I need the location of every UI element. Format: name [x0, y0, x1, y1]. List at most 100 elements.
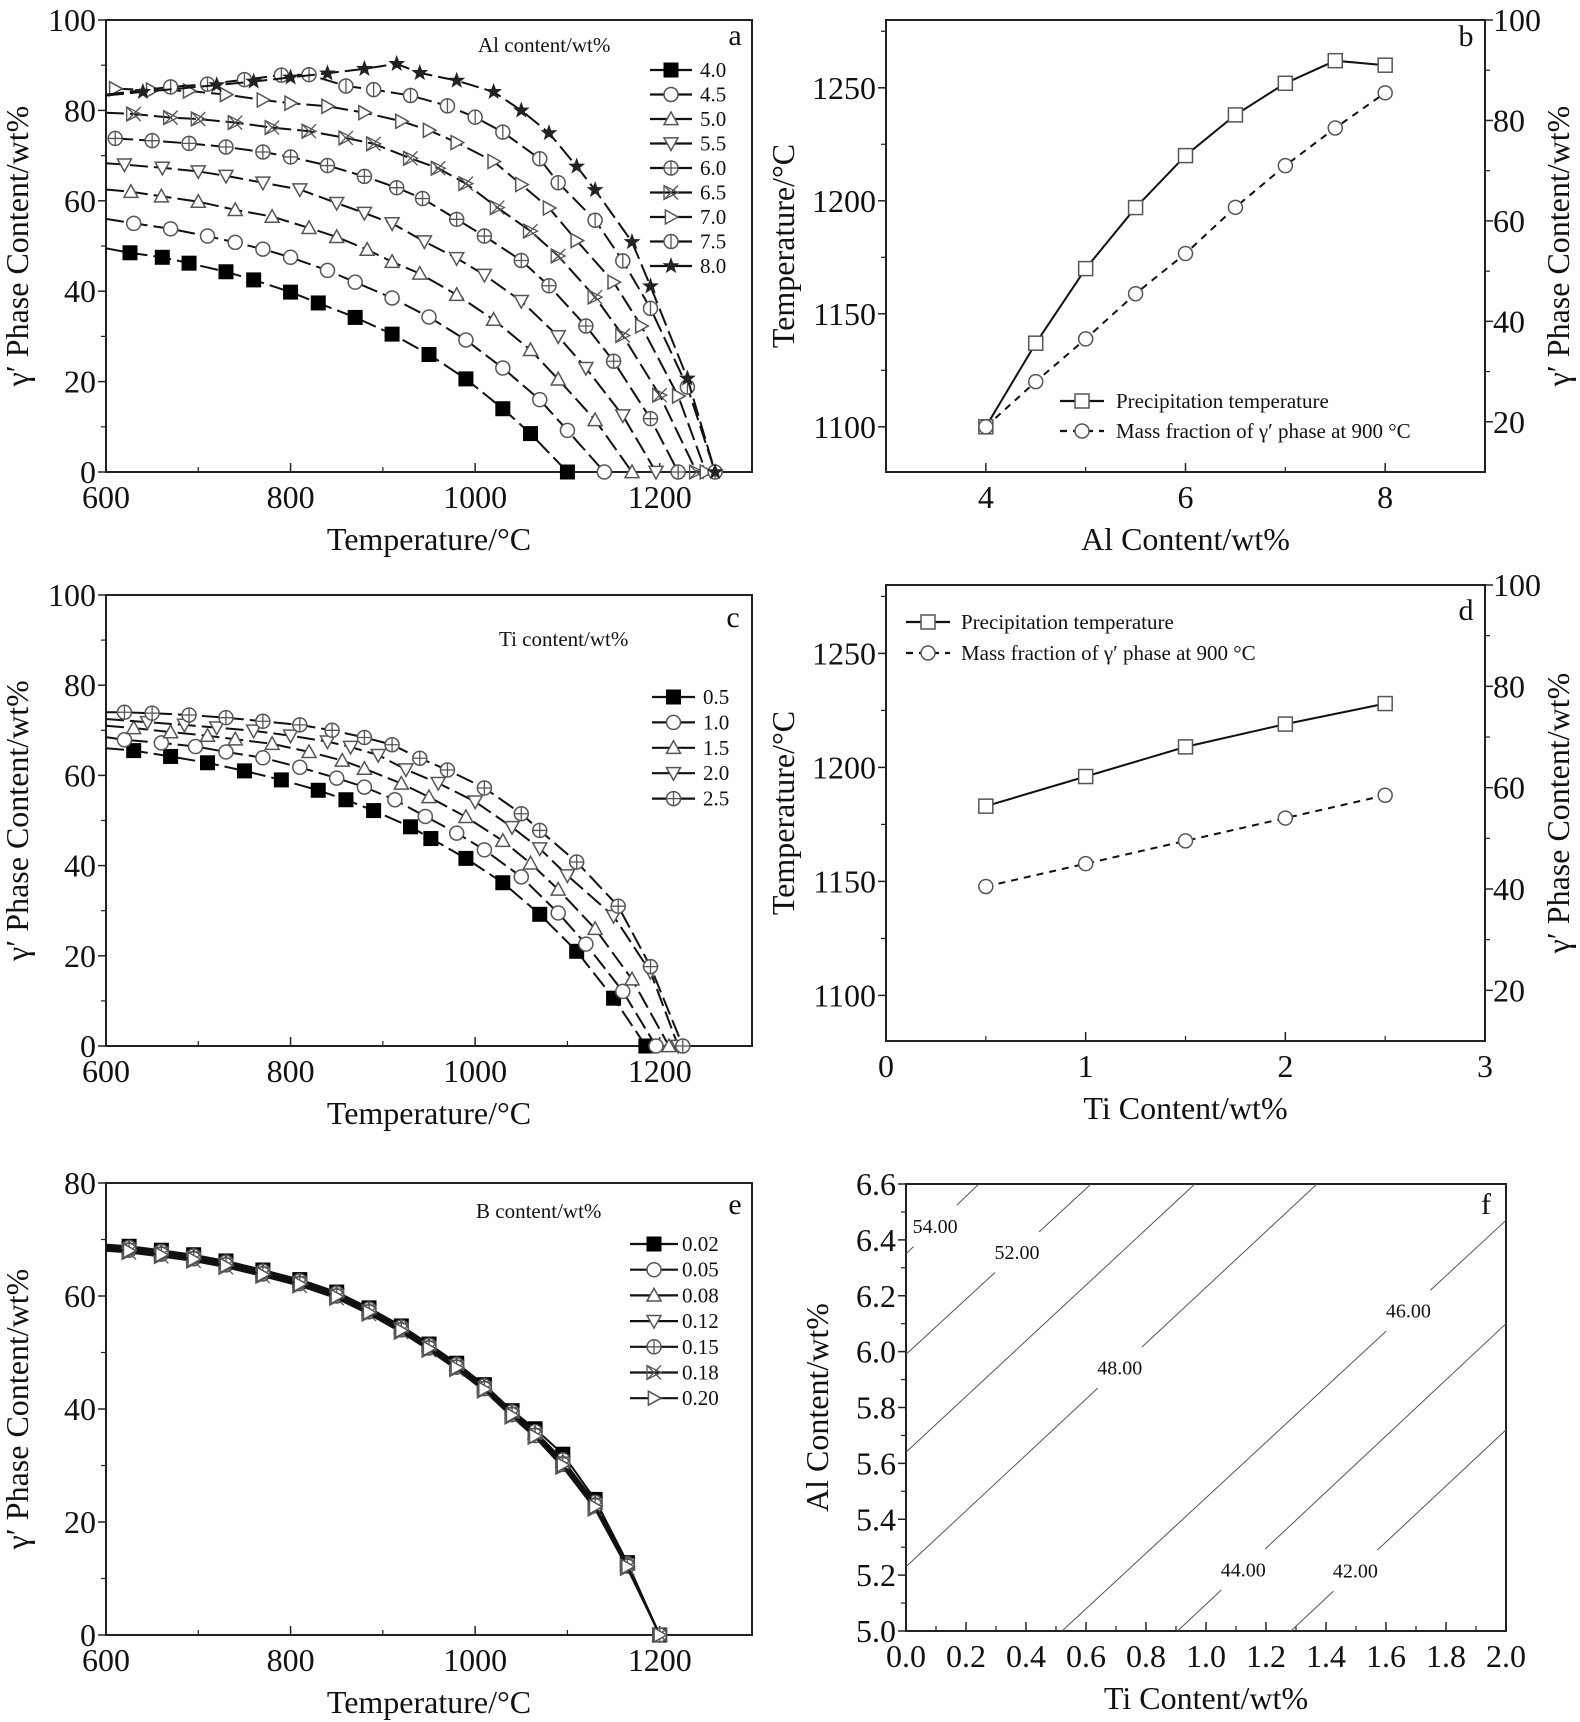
- legend-marker: [665, 766, 682, 782]
- data-point: [246, 272, 262, 288]
- data-point: [162, 109, 180, 126]
- data-point: [495, 401, 511, 417]
- legend-marker: [663, 160, 679, 176]
- series-7.5: [105, 66, 723, 480]
- data-point: [199, 727, 216, 743]
- data-point: [648, 1038, 664, 1054]
- legend-marker: [663, 184, 680, 201]
- legend-entry: 0.08: [630, 1283, 719, 1307]
- data-point: [587, 212, 603, 228]
- legend-marker: [665, 739, 682, 755]
- data-point: [356, 729, 373, 746]
- legend-label: 0.20: [682, 1386, 719, 1410]
- y-tick-label: 20: [64, 1504, 96, 1540]
- y-tick-label: 80: [64, 92, 96, 128]
- legend-marker: [920, 645, 936, 661]
- data-point: [273, 772, 289, 788]
- series-0.5: [105, 743, 654, 1054]
- data-point: [978, 878, 994, 895]
- data-point: [556, 1456, 572, 1474]
- legend-marker: [645, 1286, 663, 1302]
- x-tick-label: 1.0: [1186, 1638, 1226, 1674]
- y-tick-label: 80: [64, 1165, 96, 1201]
- contour-label: 48.00: [1097, 1358, 1142, 1380]
- y2-tick-label: 40: [1493, 871, 1525, 907]
- data-point: [282, 149, 299, 165]
- data-point: [264, 119, 281, 136]
- data-point: [642, 410, 659, 427]
- y-axis-title: γ′ Phase Content/wt%: [0, 680, 35, 962]
- data-point: [1077, 260, 1094, 277]
- legend-entry: 4.5: [650, 83, 726, 107]
- data-point: [578, 936, 594, 952]
- data-point: [1377, 57, 1393, 73]
- data-point: [531, 391, 548, 408]
- data-point: [134, 83, 152, 100]
- legend-entry: 6.5: [650, 181, 726, 205]
- data-point: [358, 104, 373, 121]
- legend-marker: [662, 137, 680, 153]
- panel-f: 0.0 0.2 0.4 0.6 0.8 1.0 1.2 1.4 1.6 1.8 2.0 5.0 5.2 5…: [799, 1166, 1526, 1716]
- contour-line: 52.00: [905, 1183, 1092, 1355]
- data-point: [366, 803, 382, 819]
- y-tick-label: 1100: [813, 409, 876, 445]
- data-point: [610, 898, 626, 914]
- legend-label: 1.0: [703, 710, 729, 734]
- legend-label: 0.5: [703, 685, 729, 709]
- data-point: [487, 153, 503, 170]
- data-point: [1028, 335, 1044, 351]
- data-point: [439, 762, 456, 778]
- legend-label: 0.08: [682, 1283, 719, 1307]
- contour-line: 46.00: [1061, 1219, 1507, 1632]
- contour-line: 48.00: [905, 1183, 1318, 1568]
- data-point: [219, 1257, 235, 1274]
- data-point: [411, 64, 429, 81]
- series-5.5: [105, 158, 665, 481]
- data-point: [642, 958, 659, 975]
- legend-title: Ti content/wt%: [499, 627, 628, 651]
- y-tick-label: 5.2: [856, 1557, 896, 1593]
- data-point: [513, 252, 530, 269]
- x-tick-label: 1200: [628, 1053, 692, 1089]
- panel-e: 600 800 1000 1200 0 20 40 60 80 Temperature/°C γ′ …: [0, 1165, 753, 1720]
- series-line: [105, 718, 680, 1047]
- data-point: [154, 249, 170, 265]
- data-point: [208, 721, 226, 737]
- data-point: [388, 179, 405, 196]
- x-tick-label: 3: [1477, 1048, 1493, 1084]
- series-2.0: [105, 715, 687, 1055]
- data-point: [588, 1498, 604, 1516]
- data-point: [199, 228, 216, 244]
- data-point: [476, 780, 493, 796]
- legend-title: Al content/wt%: [478, 33, 610, 57]
- legend-label: 0.15: [682, 1335, 719, 1359]
- legend-label: 8.0: [700, 254, 726, 278]
- data-point: [190, 110, 207, 128]
- legend-marker: [665, 790, 682, 807]
- data-point: [1377, 695, 1393, 712]
- legend-entry: 0.18: [630, 1361, 719, 1385]
- x-tick-label: 0.6: [1066, 1638, 1106, 1674]
- data-point: [522, 341, 539, 357]
- y-tick-label: 1200: [812, 183, 876, 219]
- panel-a: 600 800 1000 1200 0 20 40 60 80 100 Temperature/°C…: [0, 2, 753, 557]
- legend-marker: [920, 614, 936, 630]
- data-point: [458, 371, 474, 387]
- data-point: [403, 819, 419, 835]
- y-tick-label: 40: [64, 273, 96, 309]
- data-point: [293, 1275, 309, 1293]
- y-tick-label: 80: [64, 667, 96, 703]
- data-point: [448, 211, 465, 228]
- legend-label: 7.0: [700, 205, 726, 229]
- data-point: [549, 880, 567, 896]
- x-tick-label: 6: [1178, 479, 1194, 515]
- data-point: [577, 361, 595, 377]
- data-point: [634, 317, 650, 335]
- x-tick-label: 8: [1377, 479, 1393, 515]
- legend-marker: [645, 1314, 663, 1330]
- data-point: [218, 139, 234, 155]
- data-point: [528, 1427, 544, 1445]
- x-tick-label: 0.2: [946, 1638, 986, 1674]
- data-point: [570, 232, 586, 249]
- series-line: [105, 217, 606, 473]
